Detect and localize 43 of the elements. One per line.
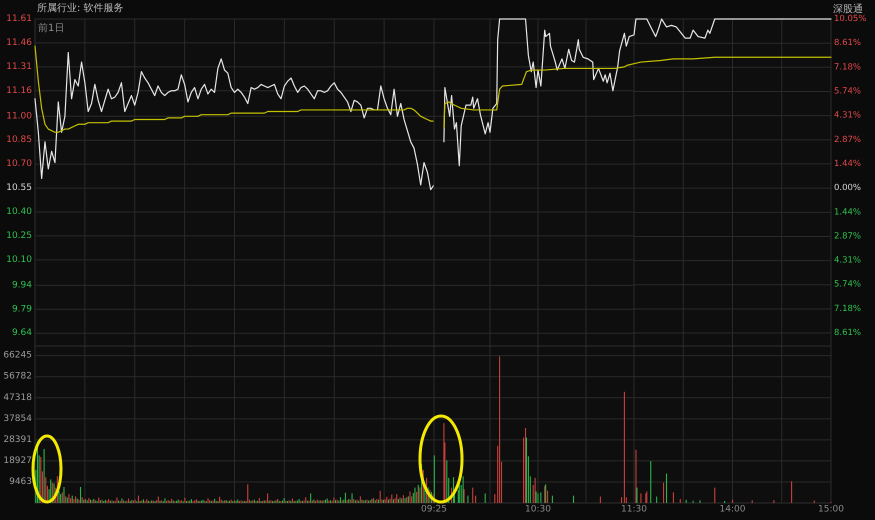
y-tick-label: 10.55 <box>6 183 32 194</box>
text: 深股通 <box>833 3 863 15</box>
y2-tick-label: 7.18% <box>834 304 862 314</box>
x-tick-label: 15:00 <box>818 504 844 515</box>
y-tick-label: 28391 <box>3 434 32 445</box>
y-tick-label: 11.31 <box>6 62 32 72</box>
y-tick-label: 9.64 <box>12 328 32 338</box>
y-tick-label: 9463 <box>9 476 32 487</box>
y-tick-label: 11.46 <box>6 38 32 48</box>
y2-tick-label: 4.31% <box>834 256 862 266</box>
y2-tick-label: 5.74% <box>834 280 862 290</box>
y2-tick-label: 1.44% <box>834 158 862 169</box>
y-tick-label: 11.61 <box>6 14 32 24</box>
y2-tick-label: 10.05% <box>834 14 866 24</box>
y-tick-label: 10.40 <box>6 207 32 218</box>
y-tick-label: 66245 <box>3 350 32 361</box>
y2-tick-label: 1.44% <box>834 207 862 218</box>
y2-tick-label: 7.18% <box>834 62 862 72</box>
y-tick-label: 10.25 <box>6 230 32 241</box>
x-tick-label: 10:30 <box>525 504 552 515</box>
y-tick-label: 18927 <box>3 456 32 466</box>
y2-tick-label: 0.00% <box>834 183 862 194</box>
y-tick-label: 56782 <box>3 372 32 382</box>
y-tick-label: 10.10 <box>6 254 32 265</box>
x-tick-label: 11:30 <box>621 504 648 515</box>
y-tick-label: 47318 <box>3 392 32 403</box>
x-tick-label: 09:25 <box>421 504 447 515</box>
y-tick-label: 9.79 <box>12 304 32 314</box>
y-tick-label: 37854 <box>3 414 32 424</box>
y2-tick-label: 8.61% <box>834 38 862 48</box>
y-tick-label: 11.16 <box>6 86 32 96</box>
y2-tick-label: 4.31% <box>834 110 862 121</box>
y-tick-label: 11.00 <box>6 111 32 122</box>
y2-tick-label: 5.74% <box>834 86 862 97</box>
annotation: 前1日 <box>38 22 64 34</box>
y2-tick-label: 8.61% <box>834 328 862 338</box>
y-tick-label: 10.70 <box>6 159 32 170</box>
y2-tick-label: 2.87% <box>834 134 862 145</box>
chart-subtitle: 所属行业: 软件服务 <box>37 2 124 14</box>
x-tick-label: 14:00 <box>720 504 746 515</box>
y-tick-label: 9.94 <box>12 280 32 290</box>
y-tick-label: 10.85 <box>6 135 32 146</box>
y2-tick-label: 2.87% <box>834 231 862 242</box>
